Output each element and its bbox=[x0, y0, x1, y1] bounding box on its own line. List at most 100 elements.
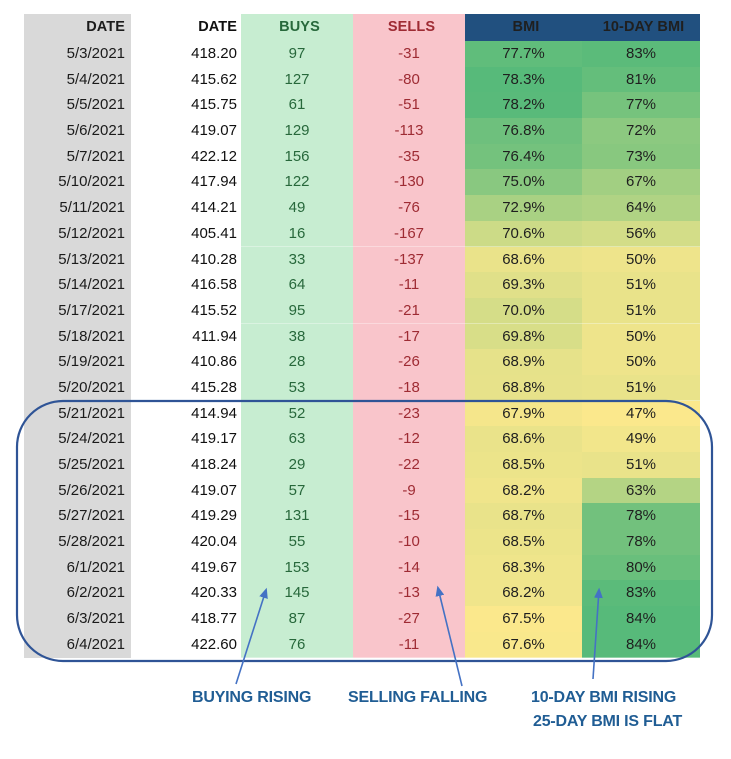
cell-date: 5/13/2021 bbox=[24, 246, 131, 273]
cell-bmi-10day: 67% bbox=[582, 169, 700, 196]
cell-bmi: 68.5% bbox=[465, 529, 582, 556]
cell-buys: 87 bbox=[241, 606, 353, 633]
table-row: 5/20/2021 415.28 53 -18 68.8% 51% bbox=[24, 374, 700, 402]
bmi25-flat-label: 25-DAY BMI IS FLAT bbox=[533, 713, 683, 730]
cell-buys: 55 bbox=[241, 529, 353, 556]
cell-bmi-10day: 84% bbox=[582, 631, 700, 659]
cell-sells: -18 bbox=[353, 374, 465, 402]
cell-buys: 76 bbox=[241, 631, 353, 659]
table-row: 5/14/2021 416.58 64 -11 69.3% 51% bbox=[24, 272, 700, 299]
cell-sells: -167 bbox=[353, 220, 465, 248]
cell-bmi-10day: 83% bbox=[582, 580, 700, 607]
bmi-table: DATE DATE BUYS SELLS BMI 10-DAY BMI 5/3/2021 4… bbox=[24, 14, 700, 659]
cell-buys: 97 bbox=[241, 41, 353, 68]
cell-sells: -130 bbox=[353, 169, 465, 196]
cell-date: 5/11/2021 bbox=[24, 195, 131, 222]
cell-sells: -26 bbox=[353, 349, 465, 376]
header-date: DATE bbox=[24, 14, 131, 42]
cell-bmi-10day: 72% bbox=[582, 118, 700, 145]
cell-bmi: 68.7% bbox=[465, 503, 582, 530]
cell-date: 5/17/2021 bbox=[24, 297, 131, 325]
cell-price: 410.86 bbox=[131, 349, 241, 376]
cell-buys: 145 bbox=[241, 580, 353, 607]
cell-price: 419.67 bbox=[131, 554, 241, 582]
cell-bmi: 68.3% bbox=[465, 554, 582, 582]
cell-price: 419.07 bbox=[131, 477, 241, 505]
cell-date: 5/19/2021 bbox=[24, 349, 131, 376]
table-row: 5/3/2021 418.20 97 -31 77.7% 83% bbox=[24, 41, 700, 68]
table-row: 6/2/2021 420.33 145 -13 68.2% 83% bbox=[24, 580, 700, 607]
cell-date: 6/1/2021 bbox=[24, 554, 131, 582]
cell-bmi-10day: 83% bbox=[582, 41, 700, 68]
cell-bmi: 68.5% bbox=[465, 452, 582, 479]
cell-date: 5/4/2021 bbox=[24, 66, 131, 94]
cell-bmi: 67.5% bbox=[465, 606, 582, 633]
cell-date: 5/27/2021 bbox=[24, 503, 131, 530]
cell-price: 422.12 bbox=[131, 143, 241, 171]
table-row: 5/13/2021 410.28 33 -137 68.6% 50% bbox=[24, 246, 700, 273]
cell-bmi-10day: 73% bbox=[582, 143, 700, 171]
cell-date: 5/28/2021 bbox=[24, 529, 131, 556]
table-row: 5/21/2021 414.94 52 -23 67.9% 47% bbox=[24, 400, 700, 428]
cell-price: 415.52 bbox=[131, 297, 241, 325]
cell-date: 5/5/2021 bbox=[24, 92, 131, 119]
cell-bmi-10day: 51% bbox=[582, 452, 700, 479]
cell-sells: -13 bbox=[353, 580, 465, 607]
table-row: 5/10/2021 417.94 122 -130 75.0% 67% bbox=[24, 169, 700, 196]
cell-bmi-10day: 80% bbox=[582, 554, 700, 582]
table-row: 5/25/2021 418.24 29 -22 68.5% 51% bbox=[24, 452, 700, 479]
cell-date: 5/7/2021 bbox=[24, 143, 131, 171]
cell-sells: -23 bbox=[353, 400, 465, 428]
table-row: 5/27/2021 419.29 131 -15 68.7% 78% bbox=[24, 503, 700, 530]
cell-sells: -27 bbox=[353, 606, 465, 633]
table-header-row: DATE DATE BUYS SELLS BMI 10-DAY BMI bbox=[24, 14, 700, 42]
cell-buys: 28 bbox=[241, 349, 353, 376]
cell-sells: -31 bbox=[353, 41, 465, 68]
cell-sells: -9 bbox=[353, 477, 465, 505]
cell-sells: -21 bbox=[353, 297, 465, 325]
cell-sells: -10 bbox=[353, 529, 465, 556]
cell-bmi: 68.6% bbox=[465, 246, 582, 273]
cell-buys: 95 bbox=[241, 297, 353, 325]
cell-date: 6/3/2021 bbox=[24, 606, 131, 633]
table-row: 5/6/2021 419.07 129 -113 76.8% 72% bbox=[24, 118, 700, 145]
cell-date: 6/4/2021 bbox=[24, 631, 131, 659]
cell-bmi: 76.8% bbox=[465, 118, 582, 145]
cell-bmi-10day: 51% bbox=[582, 272, 700, 299]
cell-price: 415.28 bbox=[131, 374, 241, 402]
cell-buys: 63 bbox=[241, 426, 353, 453]
cell-price: 415.75 bbox=[131, 92, 241, 119]
cell-date: 5/12/2021 bbox=[24, 220, 131, 248]
table-row: 5/4/2021 415.62 127 -80 78.3% 81% bbox=[24, 66, 700, 94]
cell-bmi: 68.2% bbox=[465, 477, 582, 505]
cell-date: 5/6/2021 bbox=[24, 118, 131, 145]
cell-buys: 61 bbox=[241, 92, 353, 119]
cell-bmi-10day: 56% bbox=[582, 220, 700, 248]
cell-price: 411.94 bbox=[131, 323, 241, 351]
table-row: 5/24/2021 419.17 63 -12 68.6% 49% bbox=[24, 426, 700, 453]
header-buys: BUYS bbox=[241, 14, 353, 42]
cell-buys: 131 bbox=[241, 503, 353, 530]
cell-date: 5/18/2021 bbox=[24, 323, 131, 351]
cell-buys: 49 bbox=[241, 195, 353, 222]
cell-date: 5/21/2021 bbox=[24, 400, 131, 428]
table-row: 5/19/2021 410.86 28 -26 68.9% 50% bbox=[24, 349, 700, 376]
table-row: 5/26/2021 419.07 57 -9 68.2% 63% bbox=[24, 477, 700, 505]
cell-bmi: 68.8% bbox=[465, 374, 582, 402]
cell-buys: 33 bbox=[241, 246, 353, 273]
cell-bmi: 72.9% bbox=[465, 195, 582, 222]
cell-bmi-10day: 50% bbox=[582, 246, 700, 273]
cell-date: 5/10/2021 bbox=[24, 169, 131, 196]
table-row: 5/5/2021 415.75 61 -51 78.2% 77% bbox=[24, 92, 700, 119]
cell-bmi: 70.6% bbox=[465, 220, 582, 248]
cell-bmi-10day: 84% bbox=[582, 606, 700, 633]
table-row: 5/11/2021 414.21 49 -76 72.9% 64% bbox=[24, 195, 700, 222]
cell-bmi: 76.4% bbox=[465, 143, 582, 171]
cell-buys: 153 bbox=[241, 554, 353, 582]
cell-price: 414.94 bbox=[131, 400, 241, 428]
header-bmi: BMI bbox=[465, 14, 582, 42]
cell-buys: 129 bbox=[241, 118, 353, 145]
cell-bmi: 68.9% bbox=[465, 349, 582, 376]
cell-sells: -113 bbox=[353, 118, 465, 145]
cell-bmi-10day: 50% bbox=[582, 323, 700, 351]
